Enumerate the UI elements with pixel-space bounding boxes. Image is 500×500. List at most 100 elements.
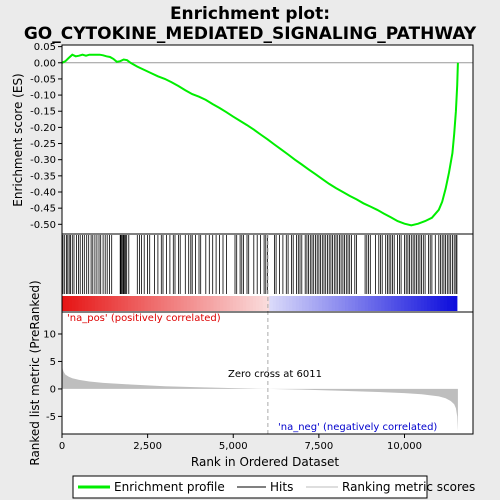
colorbar-segment	[150, 296, 155, 311]
colorbar-segment	[81, 296, 86, 311]
es-y-tick-label: -0.20	[30, 123, 56, 134]
x-tick-label: 7,500	[305, 441, 334, 452]
colorbar-segment	[292, 296, 297, 311]
colorbar-segment	[407, 296, 412, 311]
colorbar-segment	[430, 296, 435, 311]
rank-colorbar	[62, 296, 458, 311]
hits-ticks	[62, 235, 458, 294]
legend-hits-label: Hits	[270, 480, 293, 494]
colorbar-segment	[160, 296, 165, 311]
colorbar-segment	[203, 296, 208, 311]
colorbar-segment	[65, 296, 70, 311]
colorbar-segment	[121, 296, 126, 311]
colorbar-segment	[170, 296, 175, 311]
colorbar-segment	[223, 296, 228, 311]
colorbar-segment	[137, 296, 142, 311]
colorbar-segment	[180, 296, 185, 311]
es-axis-label: Enrichment score (ES)	[11, 73, 25, 206]
colorbar-segment	[140, 296, 145, 311]
colorbar-segment	[335, 296, 339, 311]
colorbar-segment	[114, 296, 119, 311]
colorbar-segment	[98, 296, 102, 311]
colorbar-segment	[154, 296, 158, 311]
metric-y-ticks: 10 5 0 -5	[43, 329, 62, 423]
colorbar-segment	[338, 296, 343, 311]
colorbar-segment	[94, 296, 99, 311]
colorbar-segment	[318, 296, 323, 311]
colorbar-segment	[190, 296, 195, 311]
colorbar-segment	[443, 296, 448, 311]
colorbar-segment	[282, 296, 287, 311]
metric-y-tick-label: -5	[46, 412, 56, 423]
colorbar-segment	[85, 296, 89, 311]
colorbar-segment	[219, 296, 224, 311]
legend-metric-label: Ranking metric scores	[342, 480, 475, 494]
colorbar-segment	[374, 296, 379, 311]
colorbar-segment	[233, 296, 237, 311]
colorbar-segment	[308, 296, 313, 311]
colorbar-segment	[111, 296, 116, 311]
zero-cross-label: Zero cross at 6011	[228, 369, 322, 380]
colorbar-segment	[305, 296, 310, 311]
colorbar-segment	[387, 296, 392, 311]
colorbar-segment	[391, 296, 395, 311]
colorbar-segment	[236, 296, 241, 311]
colorbar-segment	[256, 296, 260, 311]
colorbar-segment	[289, 296, 293, 311]
colorbar-segment	[131, 296, 135, 311]
colorbar-segment	[226, 296, 231, 311]
colorbar-segment	[259, 296, 264, 311]
colorbar-segment	[321, 296, 326, 311]
colorbar-segment	[364, 296, 369, 311]
colorbar-segment	[78, 296, 83, 311]
negative-correlated-label: 'na_neg' (negatively correlated)	[278, 422, 437, 433]
colorbar-segment	[187, 296, 191, 311]
chart-title-line-2: GO_CYTOKINE_MEDIATED_SIGNALING_PATHWAY	[24, 24, 477, 44]
colorbar-segment	[249, 296, 254, 311]
x-tick-label: 2,500	[133, 441, 162, 452]
colorbar-segment	[354, 296, 359, 311]
colorbar-segment	[206, 296, 211, 311]
colorbar-segment	[361, 296, 366, 311]
colorbar-segment	[91, 296, 96, 311]
colorbar-segment	[104, 296, 109, 311]
colorbar-segment	[144, 296, 149, 311]
colorbar-segment	[328, 296, 333, 311]
colorbar-segment	[71, 296, 76, 311]
colorbar-segment	[243, 296, 247, 311]
colorbar-segment	[358, 296, 362, 311]
chart-title-line-1: Enrichment plot:	[170, 4, 330, 24]
colorbar-segment	[447, 296, 451, 311]
colorbar-segment	[216, 296, 221, 311]
es-y-tick-label: 0.00	[34, 58, 56, 69]
colorbar-segment	[295, 296, 300, 311]
metric-y-tick-label: 0	[50, 384, 56, 395]
colorbar-segment	[312, 296, 316, 311]
colorbar-segment	[266, 296, 270, 311]
legend-enrichment-label: Enrichment profile	[114, 480, 225, 494]
colorbar-segment	[239, 296, 244, 311]
colorbar-segment	[173, 296, 178, 311]
colorbar-segment	[348, 296, 353, 311]
colorbar-segment	[400, 296, 405, 311]
legend: Enrichment profile Hits Ranking metric s…	[72, 475, 475, 499]
metric-panel-border	[61, 311, 474, 435]
colorbar-segment	[368, 296, 372, 311]
colorbar-segment	[272, 296, 277, 311]
colorbar-segment	[325, 296, 330, 311]
colorbar-segment	[331, 296, 336, 311]
colorbar-segment	[302, 296, 307, 311]
es-y-ticks: 0.05 0.00 -0.05 -0.10 -0.15 -0.20 -0.25 -0.30 -0…	[30, 42, 62, 231]
colorbar-segment	[88, 296, 93, 311]
colorbar-segment	[453, 296, 458, 311]
colorbar-segment	[200, 296, 205, 311]
colorbar-segment	[108, 296, 112, 311]
colorbar-segment	[341, 296, 346, 311]
colorbar-segment	[315, 296, 320, 311]
colorbar-segment	[414, 296, 418, 311]
colorbar-segment	[62, 296, 66, 311]
es-y-tick-label: -0.45	[30, 204, 56, 215]
colorbar-segment	[210, 296, 214, 311]
colorbar-segment	[124, 296, 129, 311]
